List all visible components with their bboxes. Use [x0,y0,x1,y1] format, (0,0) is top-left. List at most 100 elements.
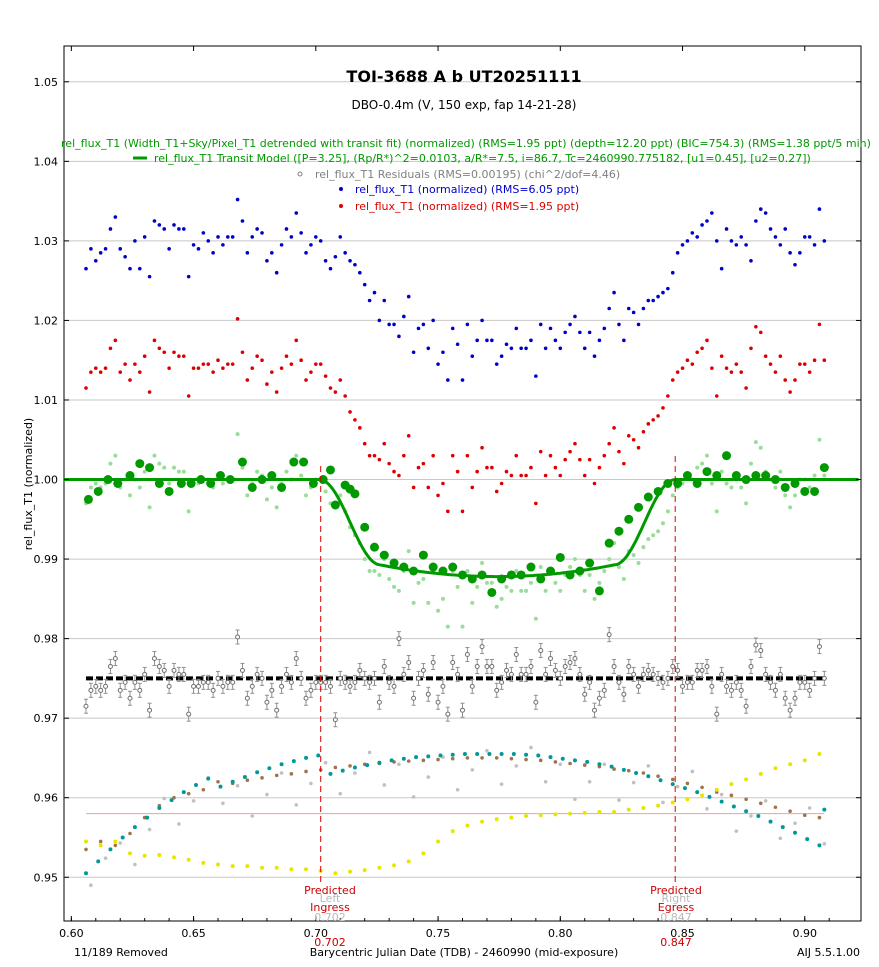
blue-point [382,298,387,303]
residual-point [230,679,236,685]
residual-point [587,679,593,685]
red-point [524,473,528,478]
binned-point [125,471,135,481]
residual-point [411,695,417,701]
binned-point [741,475,751,485]
width-point [524,757,528,762]
egress-sub-label: Right [662,892,692,905]
residual-point [592,707,598,713]
detrended-point [440,596,445,601]
binned-point [780,482,790,492]
detrended-point [670,493,675,498]
blue-point [128,266,132,271]
residual-point [445,711,451,717]
diagnostic-gray-point [675,784,680,789]
diagnostic-gray-point [587,779,592,784]
airmass-point [731,804,736,809]
detrended-point [264,497,269,502]
red-point [89,370,93,374]
residual-point [293,656,299,661]
residual-point [504,667,510,673]
diagnostic-gray-point [191,799,196,803]
residual-point [244,695,250,701]
blue-point [284,227,289,231]
residual-point [181,671,187,677]
blue-point [147,274,152,279]
binned-point [379,550,389,560]
residual-point [225,679,231,685]
blue-point [255,227,259,231]
residual-point [640,671,646,677]
residual-point [484,663,490,669]
diagnostic-gray-point [353,771,357,775]
residual-point [107,663,113,669]
red-point [84,386,88,390]
residual-point [249,683,255,689]
red-point [729,370,734,374]
blue-point [338,235,343,239]
red-point [416,465,421,470]
detrended-point [470,600,475,605]
blue-point [367,298,372,303]
red-point [172,350,176,355]
width-point [406,759,411,763]
detrended-point [411,600,416,605]
binned-point [614,526,624,536]
residual-point [655,675,661,681]
residual-point [420,667,426,673]
binned-point [555,552,565,562]
x-axis-label: Barycentric Julian Date (TDB) - 2460990 … [310,946,619,959]
egress-value: 0.847 [660,936,692,949]
detrended-point [558,588,563,593]
diagnostic-gray-point [309,781,313,786]
diagnostic-gray-point [719,792,724,797]
binned-point [673,479,683,488]
egress-label-bottom: Egress [658,901,695,914]
blue-point [719,266,724,271]
airmass-point [744,809,749,814]
red-point [436,493,440,498]
diagnostic-gray-point [118,841,123,845]
red-point [602,453,607,458]
residual-point [215,675,221,681]
blue-point [778,243,783,247]
airmass-point [230,779,235,784]
residual-point [137,687,143,693]
blue-point [514,326,519,331]
red-point [446,509,450,514]
binned-point [448,562,458,572]
red-point [289,362,294,366]
red-point [529,465,533,470]
residual-point [689,679,695,685]
blue-point [798,251,802,255]
residual-point [191,683,197,689]
ingress-value-shadow: 0.702 [314,911,346,924]
red-point [167,366,171,370]
detrended-point [621,576,626,581]
residual-point [205,679,211,685]
detrended-point [181,469,186,474]
binned-point [477,570,487,580]
residual-point [552,667,558,673]
residual-point [758,648,764,654]
blue-point [123,254,127,259]
red-point [534,501,538,506]
red-point [93,366,98,370]
detrended-point [338,493,343,498]
residual-point [195,683,201,689]
red-point [768,362,773,366]
diagnostic-gray-point [103,856,108,860]
airmass-point [255,770,260,775]
width-point [568,761,572,766]
blue-point [446,378,450,382]
residual-point [93,683,99,689]
blue-point [84,266,88,271]
red-point [196,366,201,370]
detrended-point [524,588,529,593]
legend-entry-red: rel_flux_T1 (normalized) (RMS=1.95 ppt) [355,200,579,213]
red-point [406,433,411,438]
red-point [558,473,563,478]
width-point [670,777,675,782]
blue-point [734,243,739,247]
blue-point [690,231,695,235]
